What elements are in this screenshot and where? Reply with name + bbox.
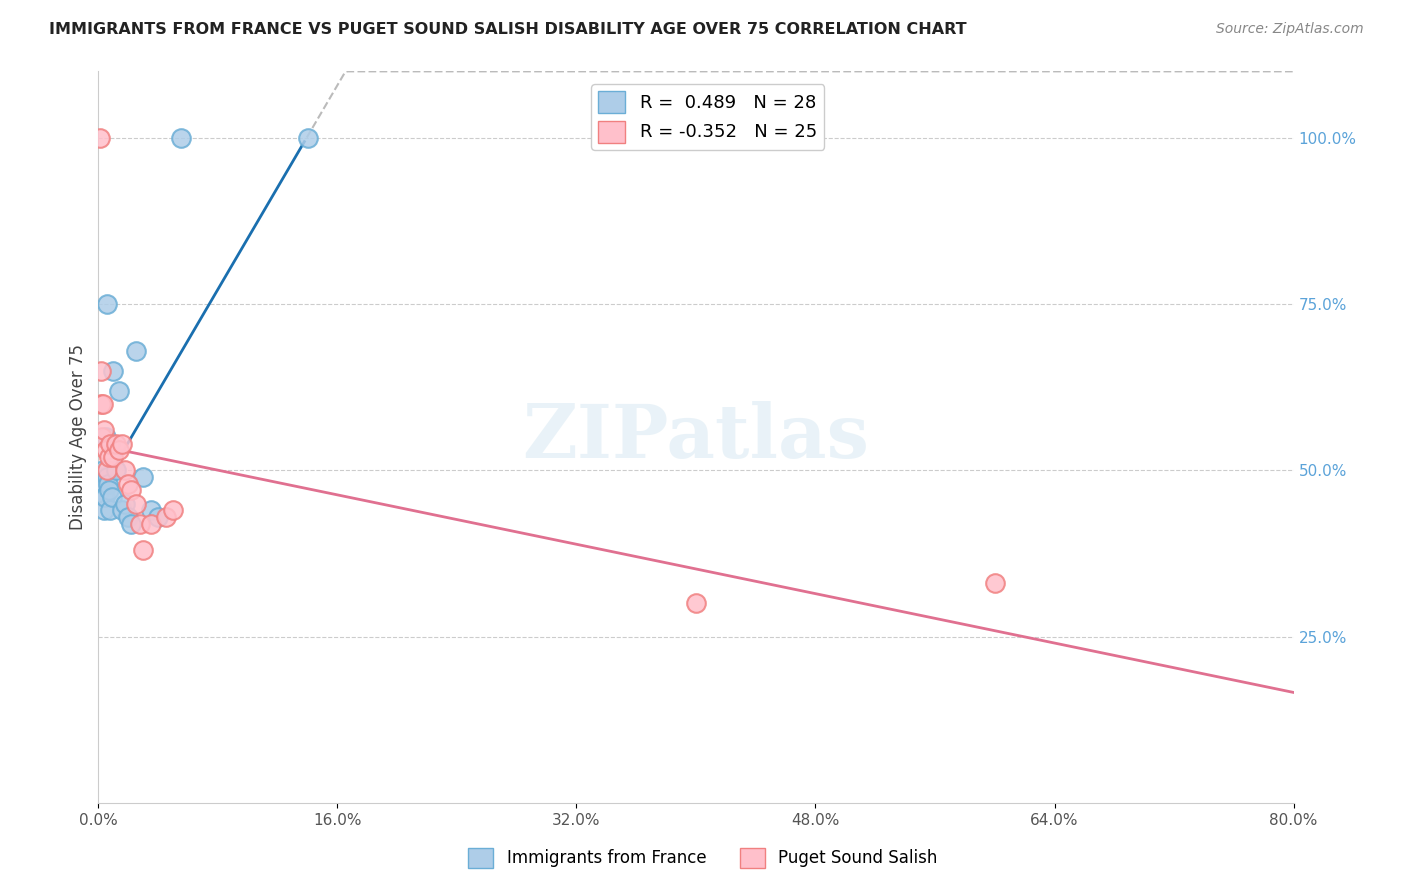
Point [94, 490, 117, 504]
Point [120, 483, 142, 498]
Point [114, 463, 136, 477]
Point [139, 516, 162, 531]
Point [90, 397, 112, 411]
Legend: R =  0.489   N = 28, R = -0.352   N = 25: R = 0.489 N = 28, R = -0.352 N = 25 [591, 84, 824, 150]
Point [93, 490, 115, 504]
Point [97, 476, 120, 491]
Point [125, 497, 148, 511]
Point [139, 503, 162, 517]
Point [94, 443, 117, 458]
Point [90, 363, 112, 377]
Point [89, 131, 111, 145]
Point [91, 397, 114, 411]
Point [132, 543, 155, 558]
Text: ZIPatlas: ZIPatlas [523, 401, 869, 474]
Point [169, 131, 191, 145]
Point [129, 516, 152, 531]
Point [148, 509, 170, 524]
Point [96, 463, 118, 477]
Point [103, 363, 125, 377]
Point [96, 297, 118, 311]
Point [90, 470, 112, 484]
Point [155, 509, 177, 524]
Text: IMMIGRANTS FROM FRANCE VS PUGET SOUND SALISH DISABILITY AGE OVER 75 CORRELATION : IMMIGRANTS FROM FRANCE VS PUGET SOUND SA… [49, 22, 967, 37]
Point [117, 509, 139, 524]
Point [114, 497, 136, 511]
Point [91, 463, 114, 477]
Point [93, 424, 115, 438]
Point [111, 503, 134, 517]
Legend: Immigrants from France, Puget Sound Salish: Immigrants from France, Puget Sound Sali… [461, 841, 945, 875]
Point [105, 463, 128, 477]
Y-axis label: Disability Age Over 75: Disability Age Over 75 [69, 344, 87, 530]
Point [93, 503, 115, 517]
Point [685, 596, 707, 610]
Point [125, 343, 148, 358]
Point [101, 490, 124, 504]
Point [96, 470, 118, 484]
Point [94, 430, 117, 444]
Text: Source: ZipAtlas.com: Source: ZipAtlas.com [1216, 22, 1364, 37]
Point [90, 476, 112, 491]
Point [120, 516, 142, 531]
Point [103, 450, 125, 464]
Point [297, 131, 319, 145]
Point [111, 436, 134, 450]
Point [91, 476, 114, 491]
Point [89, 483, 111, 498]
Point [97, 483, 120, 498]
Point [132, 470, 155, 484]
Point [98, 503, 122, 517]
Point [98, 436, 122, 450]
Point [108, 443, 131, 458]
Point [108, 384, 131, 398]
Point [984, 576, 1007, 591]
Point [105, 436, 128, 450]
Point [117, 476, 139, 491]
Point [91, 430, 114, 444]
Point [97, 450, 120, 464]
Point [162, 503, 184, 517]
